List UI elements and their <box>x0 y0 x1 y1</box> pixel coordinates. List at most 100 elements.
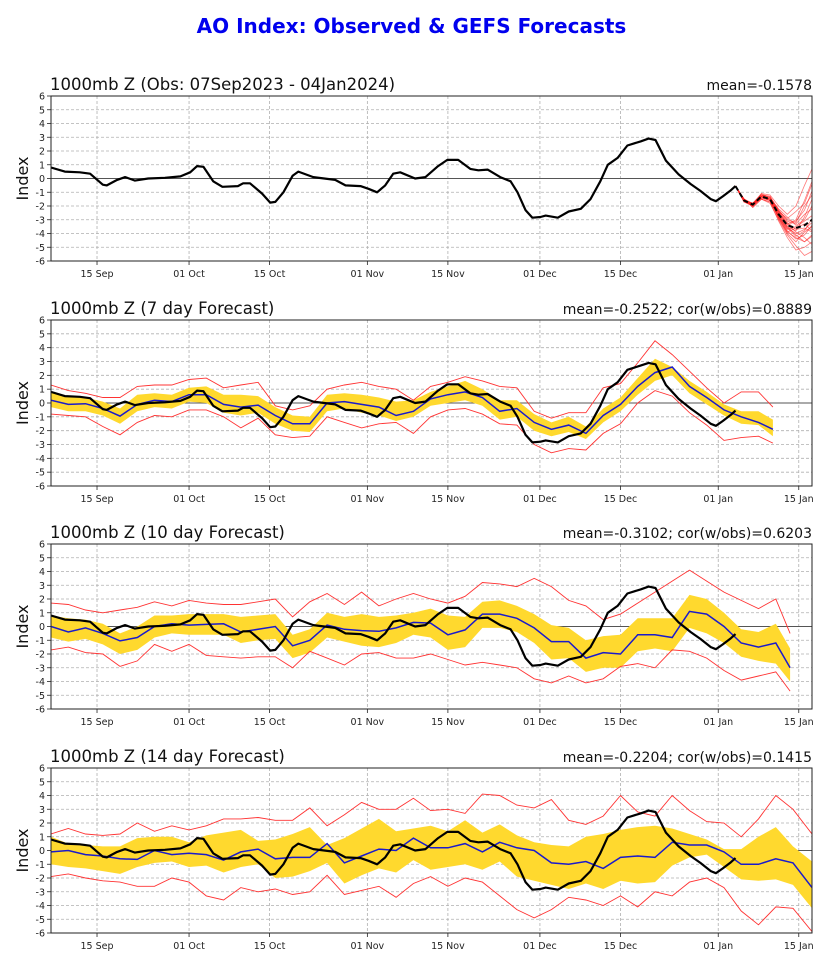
x-tick-label: 15 Dec <box>604 494 638 505</box>
x-tick-label: 01 Oct <box>173 494 205 505</box>
ensemble-min-line <box>51 643 791 692</box>
y-tick-label: 6 <box>39 540 45 551</box>
observed-line <box>51 137 737 219</box>
spread-band <box>51 594 791 682</box>
axes-frame <box>50 95 813 262</box>
x-tick-label: 01 Oct <box>173 941 205 952</box>
chart-panel-obs: 1000mb Z (Obs: 07Sep2023 - 04Jan2024) mea… <box>13 75 814 280</box>
x-tick-label: 15 Oct <box>254 941 286 952</box>
y-tick-label: -2 <box>36 650 45 661</box>
panel-title: 1000mb Z (Obs: 07Sep2023 - 04Jan2024) <box>50 75 395 94</box>
x-tick-label: 15 Oct <box>254 494 286 505</box>
y-tick-label: 4 <box>39 567 45 578</box>
y-tick-label: -4 <box>36 901 45 912</box>
x-tick-label: 15 Oct <box>254 269 286 280</box>
y-tick-label: 0 <box>39 399 45 410</box>
x-tick-label: 15 Sep <box>81 941 114 952</box>
x-tick-label: 15 Dec <box>604 941 638 952</box>
x-tick-label: 01 Dec <box>523 269 557 280</box>
plot-area <box>51 569 812 692</box>
x-tick-label: 01 Jan <box>703 494 733 505</box>
panel-title: 1000mb Z (7 day Forecast) <box>50 299 274 318</box>
panel-title: 1000mb Z (10 day Forecast) <box>50 523 285 542</box>
y-tick-label: 0 <box>39 622 45 633</box>
panel-title: 1000mb Z (14 day Forecast) <box>50 747 285 766</box>
y-tick-label: 2 <box>39 595 45 606</box>
x-tick-label: 01 Dec <box>523 941 557 952</box>
plot-area <box>51 137 812 257</box>
ensemble-member-line <box>735 185 812 237</box>
y-tick-label: 0 <box>39 174 45 185</box>
y-tick-label: -2 <box>36 426 45 437</box>
ensemble-member-line <box>735 181 812 225</box>
y-tick-label: -1 <box>36 412 45 423</box>
x-tick-label: 15 Dec <box>604 269 638 280</box>
y-tick-label: 5 <box>39 105 45 116</box>
x-tick-label: 15 Sep <box>81 494 114 505</box>
y-tick-label: 3 <box>39 805 45 816</box>
x-tick-label: 01 Dec <box>523 717 557 728</box>
y-tick-label: -3 <box>36 887 45 898</box>
y-tick-label: -1 <box>36 636 45 647</box>
y-tick-label: 1 <box>39 832 45 843</box>
observed-line <box>51 361 737 444</box>
y-tick-label: -3 <box>36 440 45 451</box>
y-tick-label: 2 <box>39 819 45 830</box>
y-tick-label: -6 <box>36 705 45 716</box>
y-tick-label: 3 <box>39 133 45 144</box>
y-tick-label: 6 <box>39 92 45 103</box>
y-tick-label: 4 <box>39 343 45 354</box>
x-tick-label: 15 Jan <box>784 717 814 728</box>
panel-stats: mean=-0.3102; cor(w/obs)=0.6203 <box>563 526 812 542</box>
plot-area <box>51 793 812 932</box>
x-tick-label: 01 Nov <box>351 269 385 280</box>
x-tick-label: 01 Nov <box>351 717 385 728</box>
y-axis-label: Index <box>13 604 32 648</box>
x-tick-label: 15 Jan <box>784 494 814 505</box>
ensemble-mean-dashed-line <box>734 185 812 230</box>
y-tick-label: 3 <box>39 581 45 592</box>
x-tick-label: 15 Sep <box>81 717 114 728</box>
y-tick-label: 1 <box>39 608 45 619</box>
y-tick-label: -4 <box>36 229 45 240</box>
y-tick-label: -2 <box>36 874 45 885</box>
panel-stats: mean=-0.1578 <box>707 78 812 94</box>
chart-panel-fc14: 1000mb Z (14 day Forecast) mean=-0.2204; … <box>13 747 814 952</box>
y-tick-label: -6 <box>36 257 45 268</box>
spread-band <box>51 358 773 439</box>
y-tick-label: 6 <box>39 764 45 775</box>
y-tick-label: 1 <box>39 385 45 396</box>
x-tick-label: 15 Nov <box>431 494 465 505</box>
x-tick-label: 01 Oct <box>173 717 205 728</box>
y-tick-label: 3 <box>39 357 45 368</box>
x-tick-label: 15 Nov <box>431 269 465 280</box>
x-tick-label: 15 Nov <box>431 717 465 728</box>
y-tick-label: -4 <box>36 677 45 688</box>
chart-panel-fc10: 1000mb Z (10 day Forecast) mean=-0.3102; … <box>13 523 814 728</box>
y-tick-label: -6 <box>36 929 45 940</box>
y-tick-label: -1 <box>36 188 45 199</box>
ensemble-max-line <box>51 569 791 634</box>
x-tick-label: 01 Jan <box>703 717 733 728</box>
spread-band <box>51 818 812 909</box>
x-tick-label: 01 Jan <box>703 269 733 280</box>
x-tick-label: 15 Dec <box>604 717 638 728</box>
y-axis-label: Index <box>13 381 32 425</box>
x-tick-label: 01 Nov <box>351 494 385 505</box>
y-axis-label: Index <box>13 156 32 200</box>
x-tick-label: 15 Nov <box>431 941 465 952</box>
plot-area <box>51 340 812 454</box>
y-tick-label: 4 <box>39 119 45 130</box>
panel-stats: mean=-0.2522; cor(w/obs)=0.8889 <box>563 302 812 318</box>
y-tick-label: -2 <box>36 202 45 213</box>
y-tick-label: 0 <box>39 846 45 857</box>
y-tick-label: 2 <box>39 147 45 158</box>
y-tick-label: -3 <box>36 215 45 226</box>
y-tick-label: 4 <box>39 791 45 802</box>
x-tick-label: 15 Sep <box>81 269 114 280</box>
x-tick-label: 01 Jan <box>703 941 733 952</box>
x-tick-label: 15 Oct <box>254 717 286 728</box>
x-tick-label: 01 Nov <box>351 941 385 952</box>
forecast-mean-line <box>51 837 812 889</box>
